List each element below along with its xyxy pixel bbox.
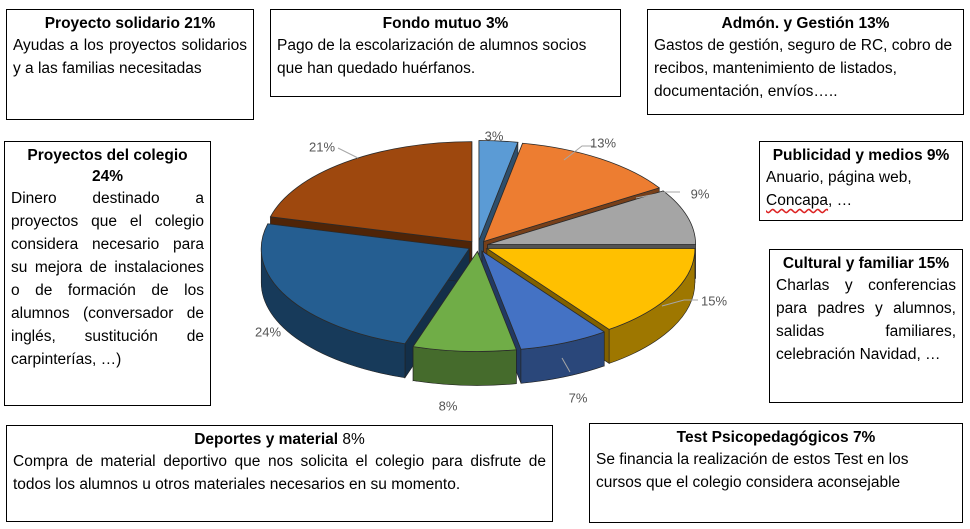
box-title: Test Psicopedagógicos 7% xyxy=(676,429,876,446)
box-body-text-end: , … xyxy=(828,192,853,209)
box-body: Se financia la realización de estos Test… xyxy=(596,451,909,491)
pie-slice-adm-n-y-gesti-n xyxy=(482,142,661,243)
box-title: Deportes y material 8% xyxy=(13,429,546,450)
pie-leader-lines xyxy=(337,145,698,373)
box-title: Fondo mutuo 3% xyxy=(382,15,509,32)
pie-slice-proyectos-del-colegio xyxy=(260,223,470,345)
pie-slice-deportes-y-material xyxy=(412,250,517,352)
box-body: Gastos de gestión, seguro de RC, cobro d… xyxy=(654,37,953,100)
pie-data-labels: 3% 13% 9% 15% 7% 8% 24% 21% xyxy=(255,128,727,413)
pie-slices-top xyxy=(260,140,697,352)
box-title-percent: 8% xyxy=(338,431,365,448)
box-fondo-mutuo: Fondo mutuo 3% Pago de la escolarización… xyxy=(270,9,621,97)
box-body: Dinero destinado a proyectos que el cole… xyxy=(11,190,204,368)
pie-slice-side xyxy=(412,346,517,386)
box-body: Charlas y conferencias para padres y alu… xyxy=(776,277,956,363)
concapa-text: Concapa xyxy=(766,192,829,209)
box-cultural-familiar: Cultural y familiar 15% Charlas y confer… xyxy=(769,249,963,403)
data-label: 15% xyxy=(701,293,727,308)
box-body-text: Anuario, página web, xyxy=(766,169,912,186)
box-title: Admón. y Gestión 13% xyxy=(721,15,890,32)
box-body: Pago de la escolarización de alumnos soc… xyxy=(277,37,587,77)
pie-slice-fondo-mutuo xyxy=(478,140,519,241)
box-proyectos-colegio: Proyectos del colegio 24% Dinero destina… xyxy=(4,141,211,406)
box-body: Anuario, página web, Concapa, … xyxy=(766,166,956,212)
data-label: 3% xyxy=(485,128,504,143)
leader-line xyxy=(635,191,680,199)
leader-line xyxy=(563,145,594,161)
data-label: 24% xyxy=(255,324,281,339)
box-title-bold: Deportes y material xyxy=(194,431,339,448)
box-admon-gestion: Admón. y Gestión 13% Gastos de gestión, … xyxy=(647,9,964,115)
box-body: Compra de material deportivo que nos sol… xyxy=(13,453,546,493)
box-publicidad-medios: Publicidad y medios 9% Anuario, página w… xyxy=(759,141,963,221)
box-title: Publicidad y medios 9% xyxy=(772,147,950,164)
pie-slice-proyecto-solidario xyxy=(269,141,473,243)
box-title: Proyectos del colegio 24% xyxy=(27,147,188,185)
data-label: 13% xyxy=(590,135,616,150)
pie-slice-test-psicopedag-gicos xyxy=(481,250,606,350)
box-proyecto-solidario: Proyecto solidario 21% Ayudas a los proy… xyxy=(6,9,254,120)
box-title: Cultural y familiar 15% xyxy=(782,255,950,272)
data-label: 7% xyxy=(569,390,588,405)
box-deportes-material: Deportes y material 8% Compra de materia… xyxy=(6,425,553,522)
box-title: Proyecto solidario 21% xyxy=(44,15,216,32)
data-label: 9% xyxy=(691,186,710,201)
data-label: 8% xyxy=(439,398,458,413)
leader-line xyxy=(661,299,698,307)
leader-line xyxy=(337,147,359,159)
leader-line xyxy=(561,357,571,373)
box-test-psicopedagogicos: Test Psicopedagógicos 7% Se financia la … xyxy=(589,423,963,523)
pie-slice-cultural-y-familiar xyxy=(485,248,696,330)
box-body: Ayudas a los proyectos solidarios y a la… xyxy=(13,37,247,77)
data-label: 21% xyxy=(309,139,335,154)
